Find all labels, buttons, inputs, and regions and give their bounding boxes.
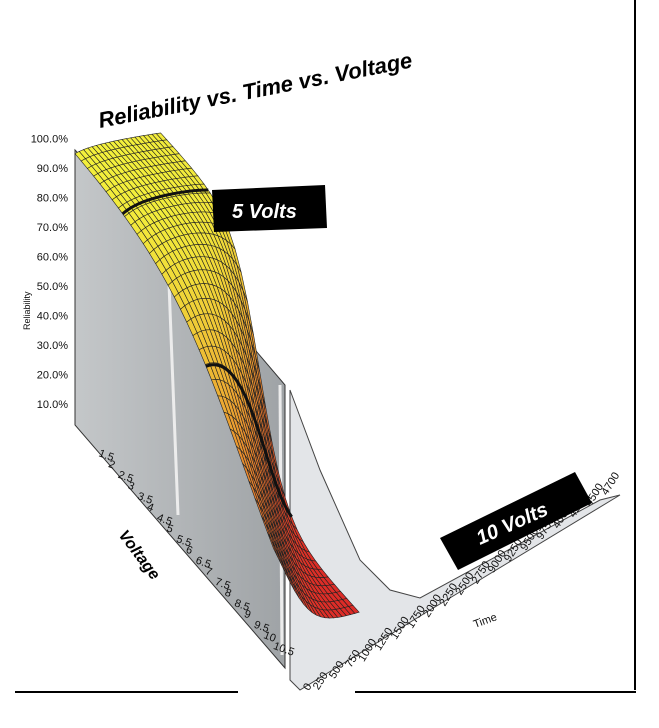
curve-5-volts — [121, 188, 209, 215]
annotation-5-volts-text: 5 Volts — [232, 201, 297, 223]
time-tick-label: 4700 — [599, 470, 622, 497]
voltage-tick-label: 6.5 — [194, 555, 212, 572]
z-tick-label: 30.0% — [37, 340, 68, 352]
chart-title: Reliability vs. Time vs. Voltage — [96, 47, 414, 132]
z-tick-label: 10.0% — [37, 399, 68, 411]
time-axis-label: Time — [472, 611, 499, 631]
voltage-tick-label: 2 — [107, 458, 117, 471]
z-tick-label: 70.0% — [37, 222, 68, 234]
voltage-axis-ticks: 1.522.533.544.555.566.577.588.599.51010.… — [97, 448, 296, 659]
voltage-tick-label: 4 — [145, 501, 155, 514]
voltage-tick-label: 10 — [262, 629, 278, 644]
voltage-tick-label: 3 — [126, 480, 136, 493]
annotation-5-volts: 5 Volts — [212, 185, 327, 232]
floor — [289, 389, 621, 691]
voltage-curves — [121, 188, 293, 518]
voltage-tick-label: 7 — [204, 565, 214, 578]
voltage-axis-label: Voltage — [115, 527, 163, 583]
wall-stripe — [166, 257, 180, 516]
voltage-tick-label: 4.5 — [155, 512, 173, 529]
z-tick-label: 50.0% — [37, 281, 68, 293]
voltage-tick-label: 7.5 — [213, 576, 231, 593]
z-tick-label: 90.0% — [37, 163, 68, 175]
z-axis-ticks: 10.0% 20.0% 30.0% 40.0% 50.0% 60.0% 70.0% 80.0%… — [31, 134, 69, 412]
voltage-tick-label: 9 — [242, 608, 252, 621]
voltage-tick-label: 9.5 — [252, 619, 270, 636]
z-axis-label: Reliability — [22, 291, 32, 330]
voltage-tick-label: 5 — [165, 522, 175, 535]
curve-10-volts — [205, 363, 293, 518]
voltage-tick-label: 2.5 — [116, 469, 134, 486]
surface-cell — [348, 604, 360, 614]
z-tick-label: 60.0% — [37, 252, 68, 264]
z-tick-label: 80.0% — [37, 193, 68, 205]
voltage-tick-label: 1.5 — [97, 448, 115, 465]
voltage-tick-label: 8 — [223, 587, 233, 600]
z-tick-label: 100.0% — [31, 134, 69, 146]
voltage-tick-label: 6 — [184, 544, 194, 557]
z-tick-label: 40.0% — [37, 311, 68, 323]
time-tick-label: 0 — [301, 681, 314, 693]
voltage-tick-label: 3.5 — [136, 490, 154, 507]
voltage-tick-label: 8.5 — [233, 597, 251, 614]
voltage-tick-label: 5.5 — [175, 533, 193, 550]
z-tick-label: 20.0% — [37, 370, 68, 382]
surface-mesh — [74, 132, 360, 619]
